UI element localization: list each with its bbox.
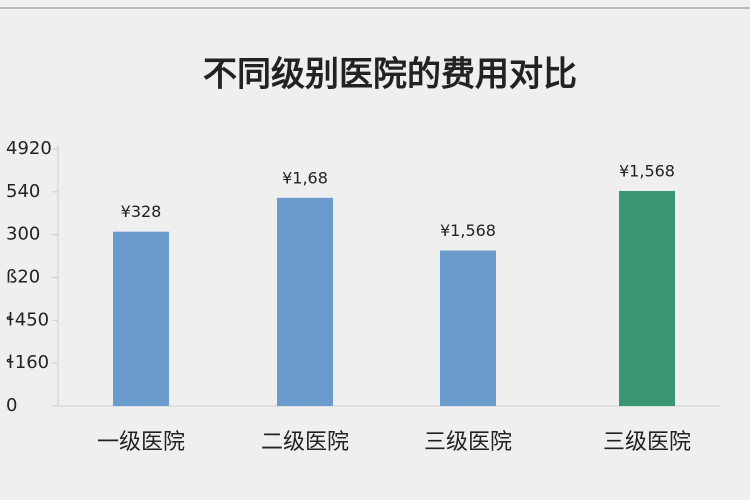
bar xyxy=(113,231,169,406)
bar xyxy=(440,250,496,406)
y-tick-label: 540 xyxy=(6,181,40,202)
y-tick-label: ɬ160 xyxy=(6,352,49,373)
chart-title: 不同级别医院的费用对比 xyxy=(203,55,577,95)
bar-annotation: ¥1,568 xyxy=(440,221,496,240)
y-tick-label: ß20 xyxy=(6,267,40,288)
bar xyxy=(619,190,675,406)
x-tick-label: 三级医院 xyxy=(603,430,691,455)
y-tick-label: 300 xyxy=(6,224,40,245)
y-tick-label: 4920 xyxy=(6,138,52,159)
bar-annotation: ¥1,68 xyxy=(282,168,328,187)
x-tick-label: 一级医院 xyxy=(97,430,185,455)
bar-annotation: ¥328 xyxy=(121,202,162,221)
bar-annotation: ¥1,568 xyxy=(619,161,675,180)
x-tick-label: 三级医院 xyxy=(424,430,512,455)
y-tick-label: 0 xyxy=(6,395,17,416)
y-tick-label: ɬ450 xyxy=(6,309,49,330)
bar xyxy=(277,197,333,406)
x-tick-label: 二级医院 xyxy=(261,430,349,455)
